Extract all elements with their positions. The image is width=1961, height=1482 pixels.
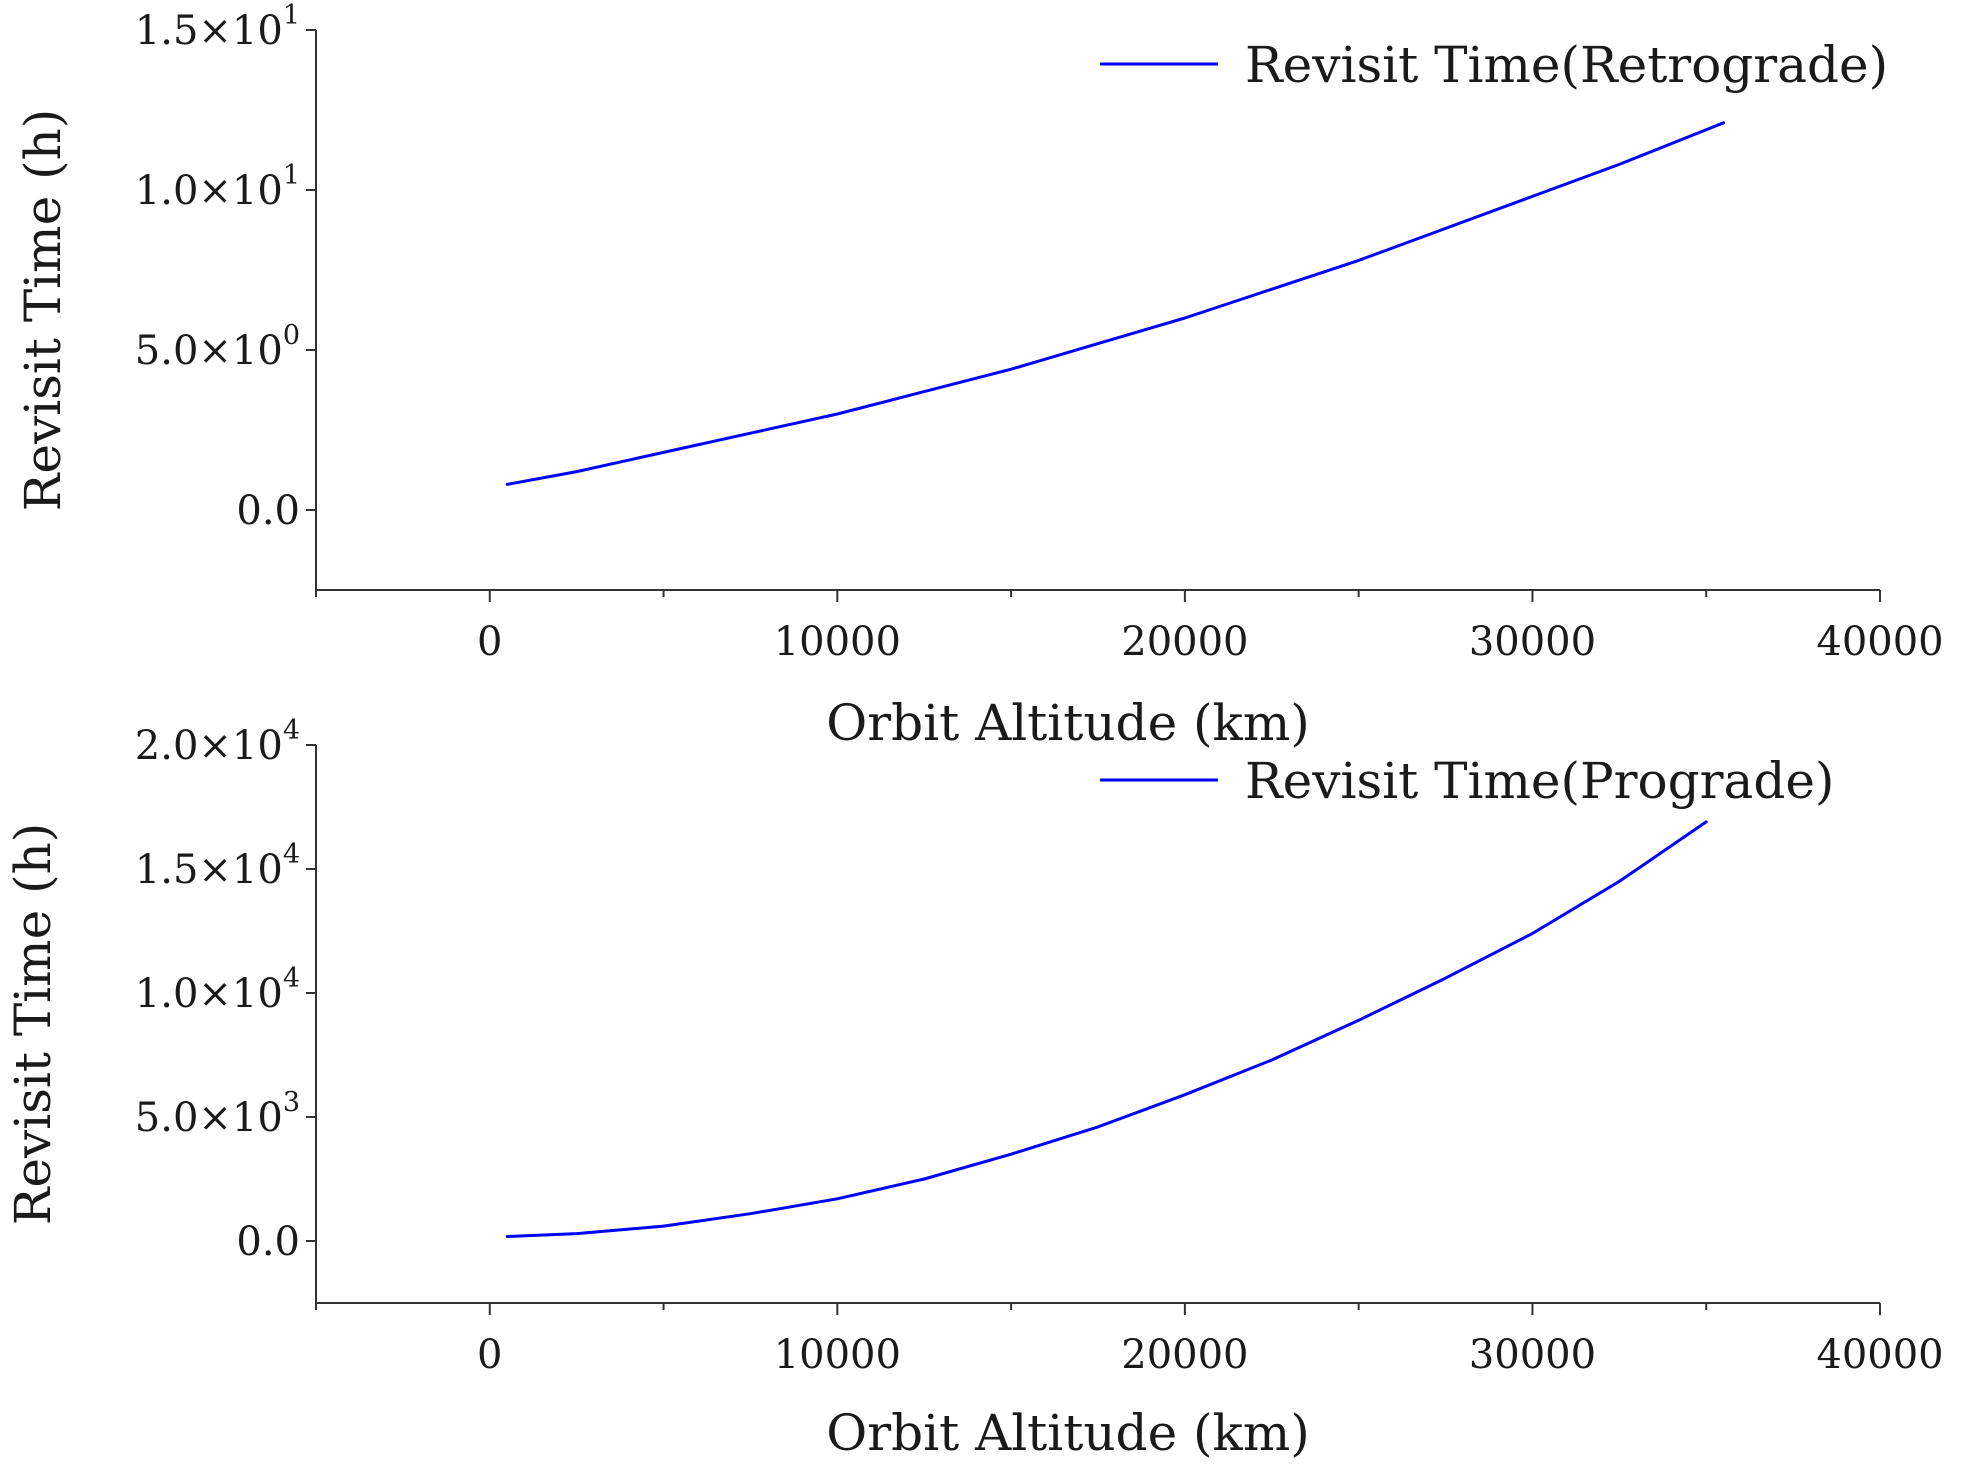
x-tick-label: 0 — [477, 619, 502, 665]
x-axis-title: Orbit Altitude (km) — [826, 1404, 1310, 1462]
top-chart-panel: 0 10000 20000 30000 40000 0.0 5.0×100 1.0×101 1.… — [14, 0, 1944, 752]
y-tick-label: 5.0×103 — [135, 1087, 300, 1141]
y-tick-label: 1.5×101 — [135, 0, 300, 54]
y-tick-label: 5.0×100 — [135, 320, 300, 374]
legend-label: Revisit Time(Prograde) — [1245, 752, 1834, 810]
y-tick-label: 1.0×101 — [135, 160, 300, 214]
x-tick-label: 40000 — [1816, 1332, 1943, 1378]
y-tick-label: 2.0×104 — [135, 715, 300, 769]
y-tick-label: 1.0×104 — [135, 963, 300, 1017]
y-tick-label: 0.0 — [236, 1219, 300, 1265]
series-line — [505, 820, 1708, 1238]
x-tick-label: 10000 — [774, 619, 901, 665]
x-tick-label: 0 — [477, 1332, 502, 1378]
x-tick-label: 10000 — [774, 1332, 901, 1378]
x-tick-label: 20000 — [1121, 1332, 1248, 1378]
x-tick-label: 20000 — [1121, 619, 1248, 665]
legend-label: Revisit Time(Retrograde) — [1245, 36, 1888, 94]
x-tick-label: 40000 — [1816, 619, 1943, 665]
x-tick-label: 30000 — [1469, 619, 1596, 665]
y-tick-label: 1.5×104 — [135, 839, 300, 893]
x-tick-label: 30000 — [1469, 1332, 1596, 1378]
y-axis-title: Revisit Time (h) — [14, 109, 72, 512]
y-tick-label: 0.0 — [236, 488, 300, 534]
bottom-chart-panel: 0 10000 20000 30000 40000 0.0 5.0×103 1.0×104 1.… — [4, 715, 1944, 1462]
series-line — [505, 121, 1726, 486]
y-axis-title: Revisit Time (h) — [4, 823, 62, 1226]
x-axis-title: Orbit Altitude (km) — [826, 694, 1310, 752]
